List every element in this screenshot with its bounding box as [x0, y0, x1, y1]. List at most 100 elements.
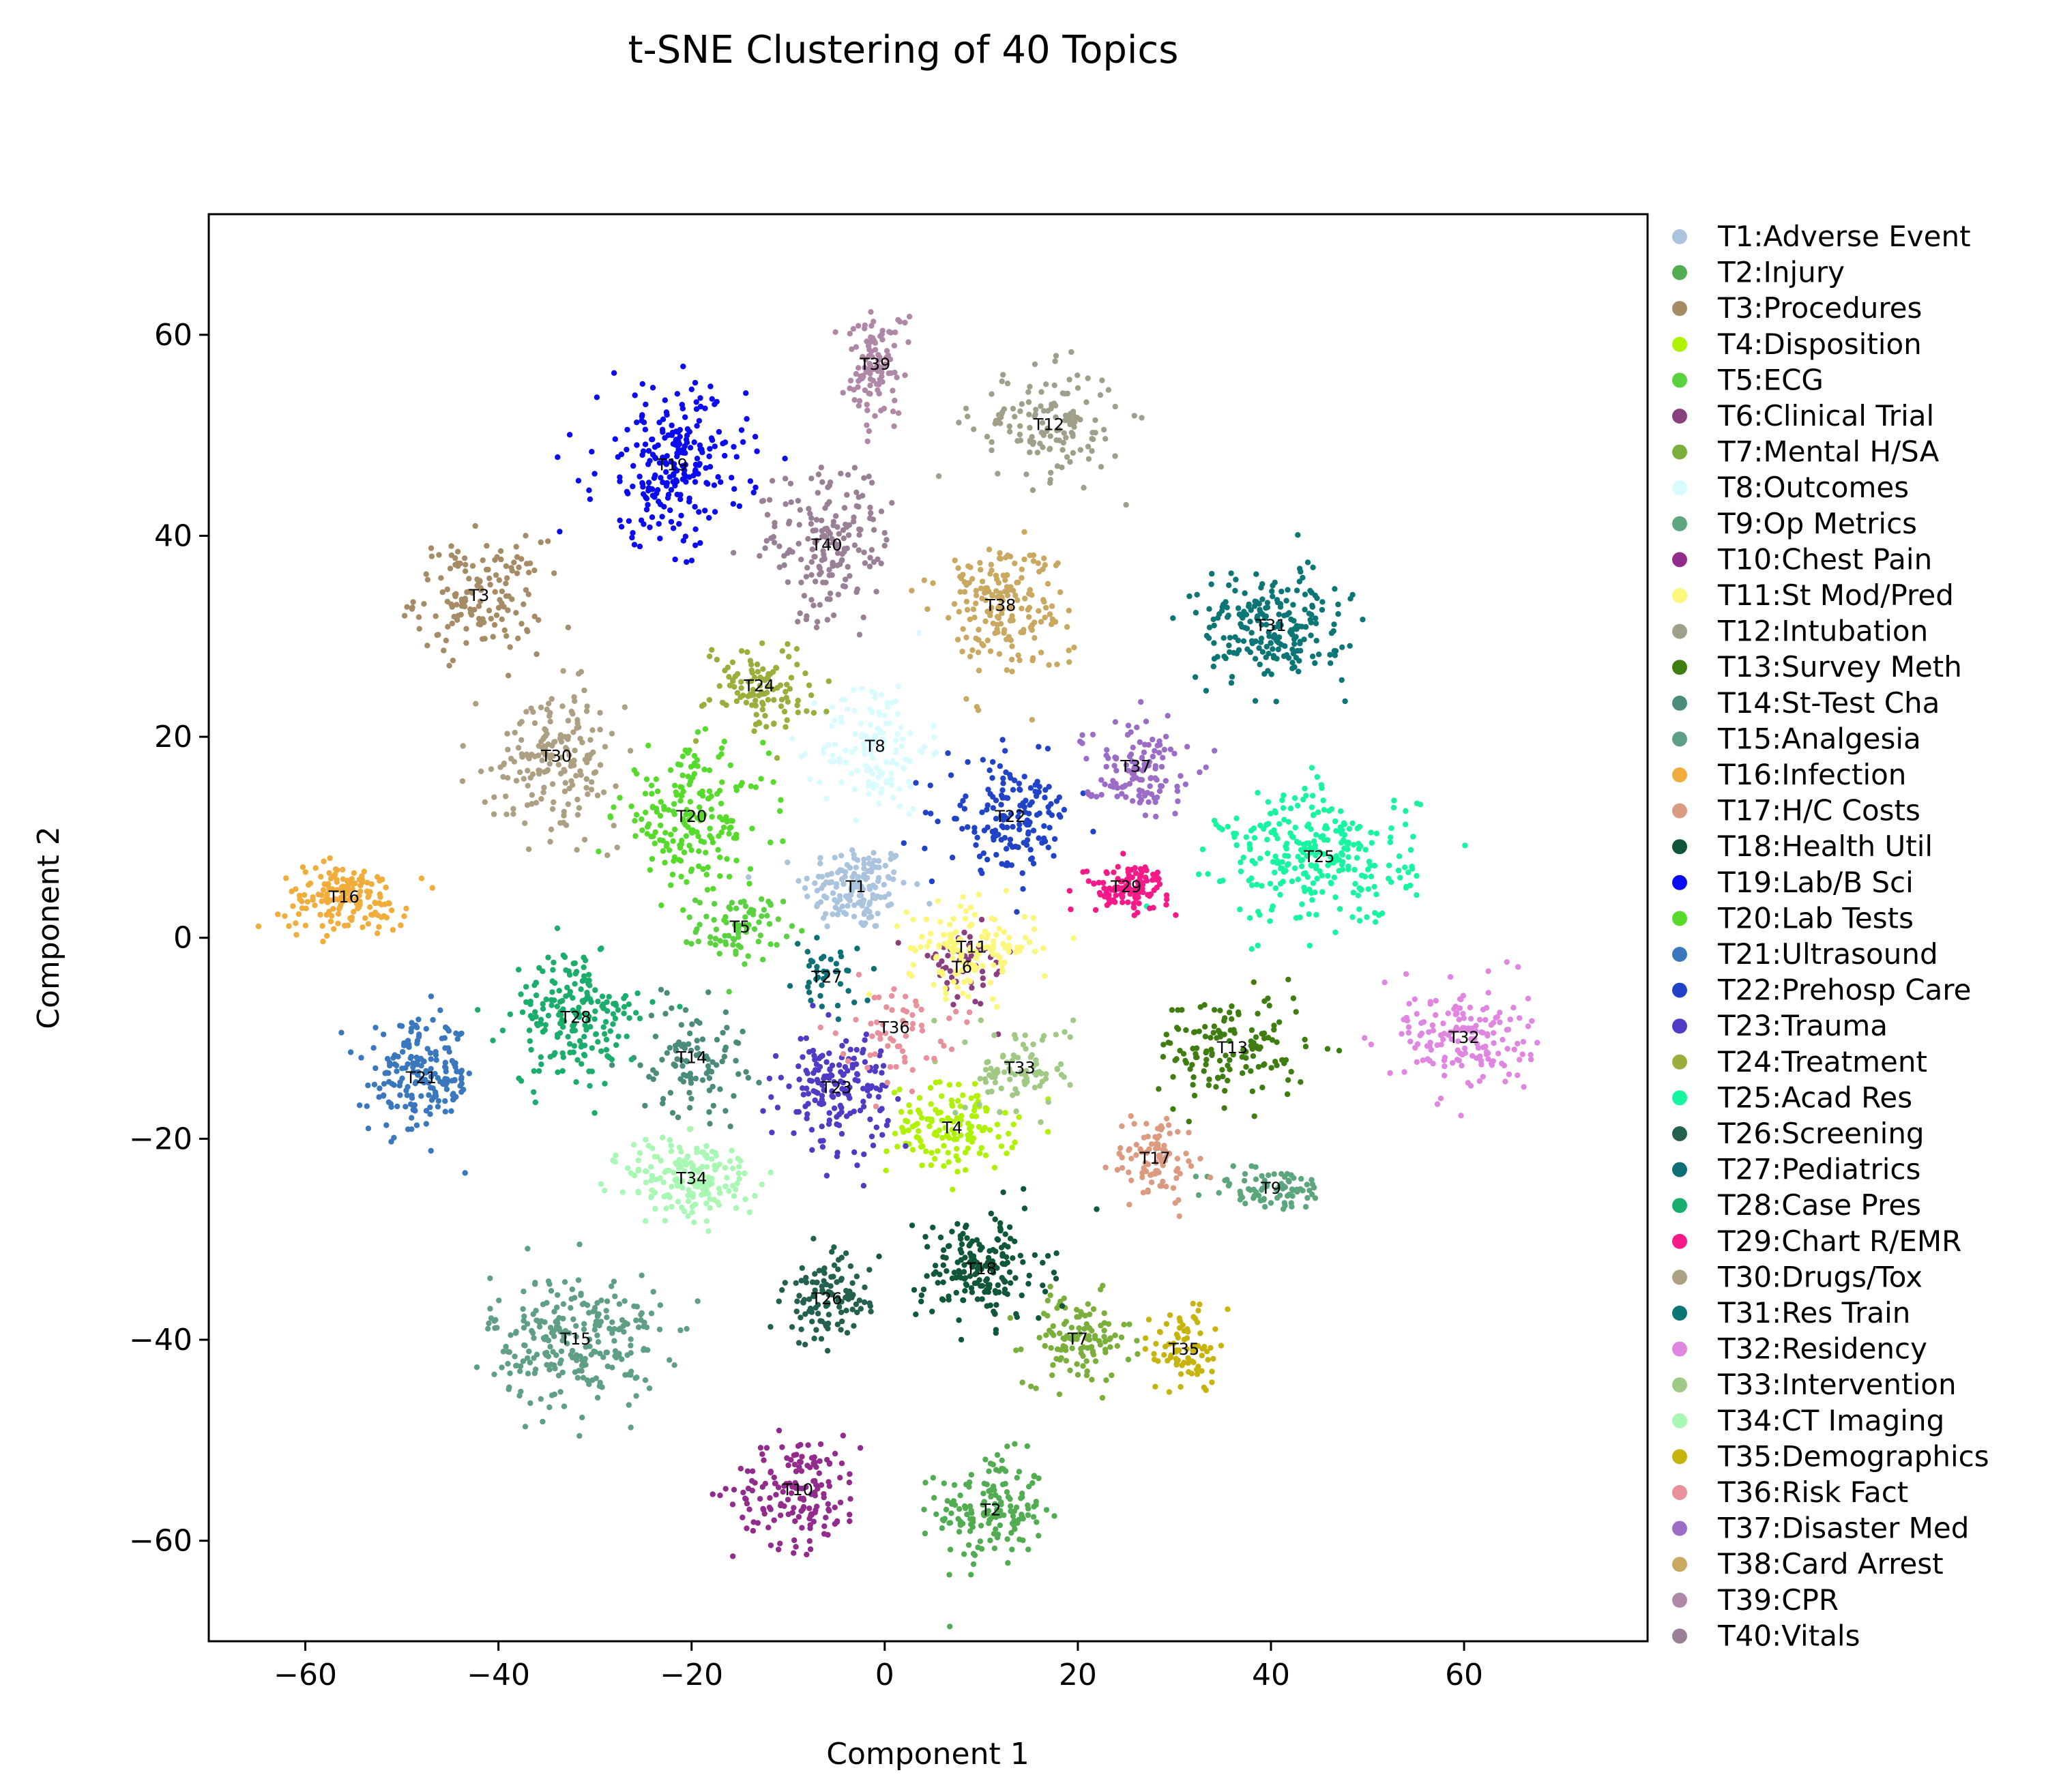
- data-point: [1152, 1171, 1158, 1177]
- data-point: [1365, 886, 1371, 892]
- data-point: [442, 1108, 448, 1115]
- data-point: [756, 919, 762, 926]
- data-point: [638, 517, 645, 523]
- data-point: [956, 1506, 963, 1512]
- data-point: [768, 941, 774, 948]
- data-point: [877, 1107, 883, 1114]
- data-point: [487, 581, 493, 588]
- data-point: [540, 1418, 546, 1425]
- data-point: [668, 518, 675, 525]
- data-point: [865, 783, 872, 789]
- data-point: [694, 456, 701, 462]
- data-point: [1054, 463, 1061, 469]
- data-point: [374, 930, 381, 937]
- data-point: [454, 1035, 461, 1042]
- data-point: [695, 471, 701, 477]
- data-point: [737, 1465, 744, 1472]
- data-point: [385, 1099, 392, 1106]
- data-point: [730, 501, 737, 507]
- data-point: [866, 886, 873, 892]
- data-point: [986, 1468, 992, 1474]
- data-point: [592, 987, 598, 993]
- data-point: [731, 1486, 737, 1493]
- data-point: [1006, 423, 1012, 430]
- data-point: [562, 780, 568, 786]
- data-point: [632, 818, 638, 824]
- data-point: [898, 743, 905, 750]
- data-point: [817, 1458, 823, 1465]
- data-point: [1007, 1314, 1014, 1321]
- data-point: [875, 1093, 882, 1100]
- data-point: [1324, 1046, 1331, 1052]
- data-point: [500, 774, 506, 780]
- data-point: [362, 915, 368, 922]
- data-point: [696, 417, 703, 424]
- data-point: [1257, 855, 1263, 862]
- data-point: [1328, 806, 1335, 812]
- data-point: [731, 1093, 737, 1099]
- data-point: [628, 803, 634, 810]
- data-point: [978, 916, 985, 923]
- data-point: [443, 637, 450, 644]
- data-point: [691, 439, 697, 445]
- data-point: [1485, 990, 1491, 996]
- data-point: [633, 1393, 639, 1399]
- data-point: [660, 1096, 667, 1102]
- data-point: [978, 1546, 985, 1552]
- data-point: [1085, 456, 1092, 462]
- data-point: [1126, 1321, 1132, 1327]
- data-point: [712, 935, 719, 942]
- series-t4: [883, 1079, 1051, 1192]
- data-point: [435, 1098, 441, 1104]
- data-point: [667, 882, 674, 888]
- data-point: [873, 1063, 879, 1070]
- data-point: [986, 1127, 993, 1133]
- data-point: [433, 1048, 439, 1055]
- data-point: [383, 884, 389, 891]
- data-point: [712, 509, 718, 515]
- data-point: [731, 443, 737, 450]
- data-point: [781, 1483, 787, 1489]
- data-point: [1066, 887, 1073, 894]
- data-point: [521, 1289, 527, 1295]
- data-point: [974, 834, 980, 841]
- data-point: [1298, 568, 1304, 575]
- data-point: [1312, 890, 1318, 896]
- data-point: [683, 1073, 690, 1079]
- data-point: [538, 1396, 544, 1402]
- data-point: [1302, 1044, 1309, 1050]
- data-point: [1017, 1252, 1024, 1259]
- data-point: [1347, 643, 1353, 649]
- data-point: [513, 1362, 519, 1369]
- data-point: [1478, 1061, 1485, 1068]
- data-point: [1002, 835, 1008, 841]
- data-point: [1101, 1310, 1107, 1317]
- data-point: [733, 454, 740, 460]
- data-point: [643, 401, 649, 408]
- data-point: [506, 1384, 512, 1390]
- data-point: [561, 734, 568, 740]
- data-point: [1090, 1349, 1096, 1355]
- data-point: [860, 740, 866, 747]
- data-point: [1120, 851, 1126, 857]
- data-point: [498, 556, 504, 563]
- data-point: [946, 1159, 952, 1165]
- data-point: [1461, 1015, 1467, 1021]
- data-point: [415, 1033, 422, 1040]
- data-point: [529, 1327, 535, 1334]
- data-point: [910, 962, 916, 968]
- data-point: [1321, 807, 1328, 813]
- data-point: [334, 867, 340, 873]
- data-point: [828, 956, 834, 963]
- data-point: [726, 674, 732, 680]
- data-point: [984, 802, 991, 808]
- data-point: [1049, 402, 1056, 409]
- data-point: [761, 907, 768, 913]
- data-point: [894, 1143, 901, 1150]
- data-point: [760, 956, 766, 963]
- data-point: [1061, 1321, 1068, 1327]
- data-point: [560, 819, 567, 826]
- data-point: [513, 544, 519, 550]
- data-point: [942, 1125, 948, 1131]
- data-point: [803, 1274, 809, 1281]
